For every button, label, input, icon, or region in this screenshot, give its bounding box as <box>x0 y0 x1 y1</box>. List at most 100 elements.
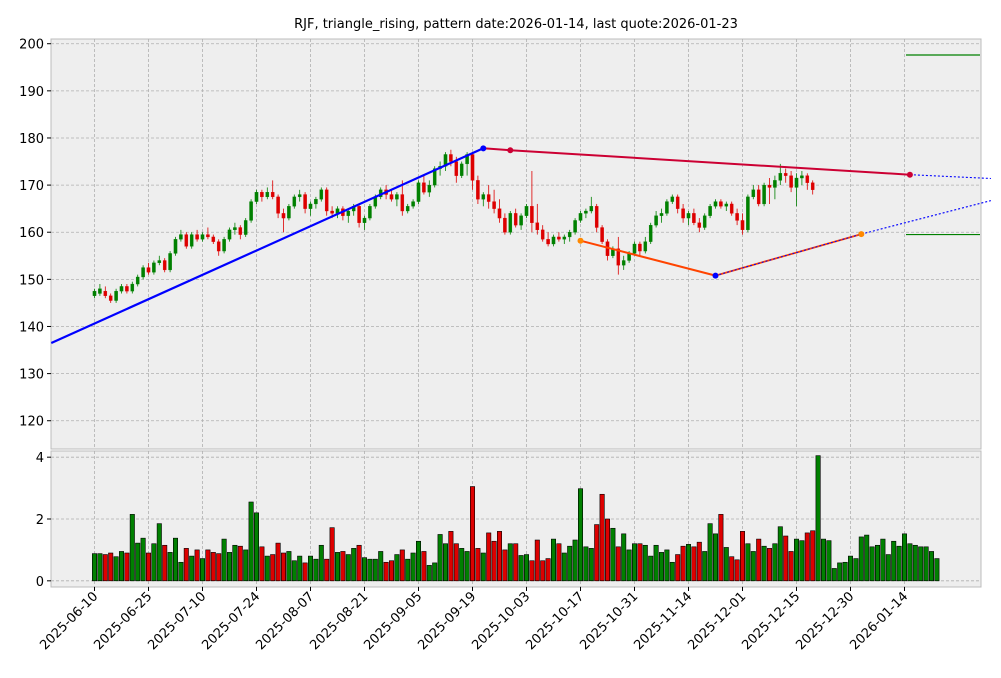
volume-bar <box>178 561 184 582</box>
volume-bar <box>372 558 378 582</box>
candle-up <box>724 203 729 207</box>
volume-bar <box>383 561 389 582</box>
candle-up <box>243 220 248 235</box>
volume-bar <box>97 553 103 582</box>
candle-down <box>535 222 540 231</box>
candle-up <box>643 241 648 252</box>
candle-down <box>238 227 243 235</box>
candle-down <box>729 203 734 214</box>
candle-up <box>368 206 372 219</box>
volume-bar <box>896 545 902 582</box>
price-tick-label: 170 <box>19 179 44 194</box>
candle-down <box>616 248 621 266</box>
candle-up <box>254 192 259 202</box>
volume-bar <box>302 562 308 582</box>
candle-up <box>621 260 626 266</box>
pattern-marker <box>858 231 865 238</box>
volume-bar <box>772 543 778 582</box>
volume-tick-label: 4 <box>36 451 44 466</box>
volume-bar <box>334 552 340 582</box>
upper-projection <box>909 174 991 180</box>
candle-down <box>476 180 480 200</box>
volume-bar <box>291 560 297 582</box>
candle-down <box>281 213 286 219</box>
volume-bar <box>750 551 756 582</box>
volume-bar <box>664 549 670 582</box>
candle-up <box>751 189 756 198</box>
volume-bar <box>869 546 875 582</box>
price-y-axis: 120 130 140 150 160 170 180 190 200 <box>19 38 51 430</box>
volume-bar <box>923 546 929 582</box>
candle-down <box>513 213 518 226</box>
volume-bar <box>815 455 821 582</box>
volume-bar <box>745 543 751 582</box>
candle-down <box>400 194 405 212</box>
volume-bar <box>734 559 740 582</box>
volume-bar <box>329 527 335 582</box>
volume-bar <box>496 531 502 582</box>
volume-bar <box>108 552 114 582</box>
volume-bar <box>669 561 675 582</box>
candle-down <box>486 194 491 202</box>
volume-bar <box>572 539 578 582</box>
volume-bar <box>480 552 486 582</box>
volume-bar <box>766 548 772 582</box>
candle-down <box>260 192 264 198</box>
volume-bar <box>394 554 400 582</box>
candle-down <box>211 236 216 242</box>
candle-up <box>708 206 712 216</box>
candle-down <box>216 241 221 252</box>
volume-bar <box>880 538 886 582</box>
candle-down <box>540 229 545 240</box>
volume-bar <box>140 537 146 582</box>
volume-bar <box>356 544 362 582</box>
candle-up <box>702 215 707 228</box>
pattern-marker <box>712 272 719 279</box>
volume-bar <box>475 548 481 582</box>
candle-up <box>119 286 124 292</box>
volume-bar <box>254 512 260 582</box>
candle-up <box>189 234 194 247</box>
volume-bar <box>297 555 303 582</box>
candle-down <box>735 213 739 221</box>
volume-bar <box>583 546 589 582</box>
volume-bar <box>156 523 162 582</box>
volume-bar <box>718 514 724 582</box>
candle-up <box>762 184 766 205</box>
candle-up <box>265 192 270 198</box>
volume-bar <box>826 540 832 582</box>
volume-bar <box>653 544 659 582</box>
volume-bar <box>631 543 637 582</box>
candle-up <box>405 206 410 212</box>
volume-bar <box>275 542 281 582</box>
volume-bar <box>577 488 583 582</box>
volume-y-axis: 0 2 4 <box>36 451 51 590</box>
volume-bar <box>167 552 173 582</box>
volume-bar <box>712 533 718 582</box>
volume-bar <box>486 532 492 582</box>
candle-down <box>756 189 761 205</box>
pattern-marker <box>577 237 584 244</box>
volume-bar <box>405 558 411 582</box>
volume-bar <box>313 558 319 582</box>
volume-bar <box>928 551 934 582</box>
volume-bar <box>459 548 465 582</box>
volume-bar <box>804 532 810 582</box>
volume-bar <box>637 543 643 582</box>
volume-bar <box>642 544 648 582</box>
volume-bar <box>831 568 837 582</box>
pattern-markers <box>480 145 913 279</box>
volume-bar <box>432 562 438 582</box>
candle-up <box>432 168 437 186</box>
price-tick-label: 180 <box>19 132 44 147</box>
volume-bar <box>151 543 157 582</box>
volume-bar <box>793 538 799 582</box>
candle-up <box>567 232 572 238</box>
volume-bar <box>621 533 627 582</box>
volume-bar <box>707 523 713 582</box>
candle-down <box>503 217 507 233</box>
volume-bar <box>286 551 292 582</box>
volume-bar <box>491 540 497 582</box>
volume-bar <box>691 546 697 582</box>
